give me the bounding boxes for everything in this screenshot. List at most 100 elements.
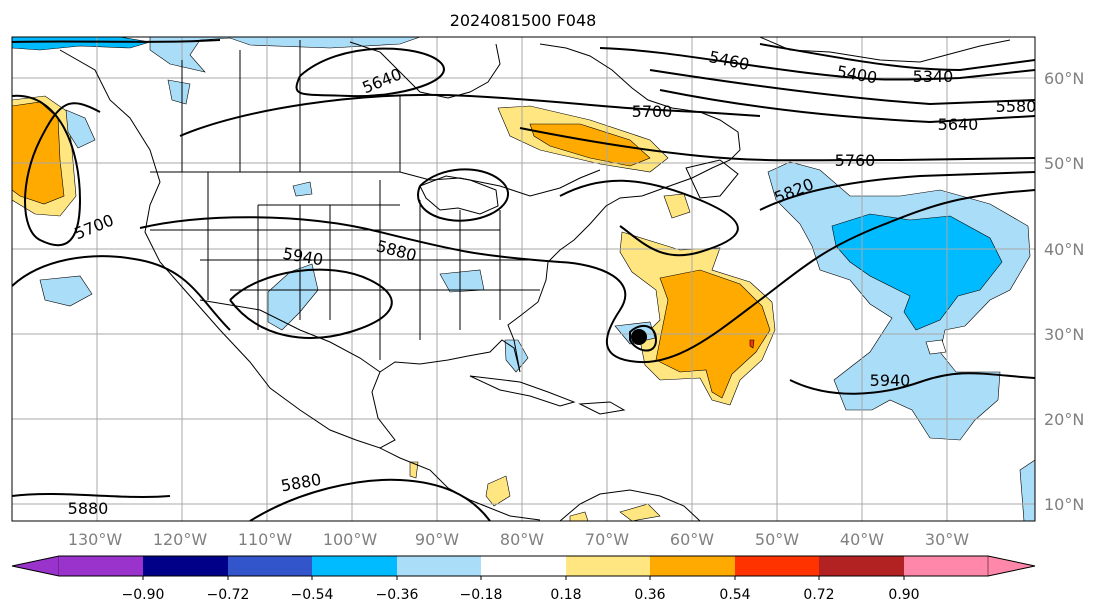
colorbar-tick-label: −0.72 (207, 587, 250, 603)
colorbar: −0.90 −0.72 −0.54 −0.36 −0.18 0.18 0.36 … (11, 555, 1036, 603)
lat-label: 20°N (1044, 410, 1084, 429)
map-title: 2024081500 F048 (450, 11, 597, 30)
contour-5940-west (229, 268, 393, 339)
border-us-canada (150, 169, 601, 197)
lat-label: 40°N (1044, 240, 1084, 259)
colorbar-tick-label: 0.90 (888, 587, 919, 603)
border-canada-prov (181, 40, 401, 172)
colorbar-segment (481, 556, 566, 576)
contour-5700-north (179, 93, 761, 137)
colorbar-tick-label: 0.36 (634, 587, 665, 603)
contour-label: 5580 (996, 97, 1037, 116)
lon-label: 60°W (670, 530, 714, 549)
lat-label: 30°N (1044, 325, 1084, 344)
contour-5640-nw (12, 39, 221, 43)
lat-label: 50°N (1044, 154, 1084, 173)
shade-blue-atlantic (831, 213, 1003, 331)
shade-white-hole (925, 339, 947, 355)
border-states-1 (207, 172, 501, 360)
lon-label: 100°W (323, 530, 378, 549)
contour-5880-north (139, 189, 1035, 364)
lon-label: 40°W (840, 530, 884, 549)
border-states-2 (150, 204, 540, 291)
contour-label: 5940 (870, 371, 911, 390)
colorbar-segment (228, 556, 313, 576)
contour-5760 (519, 127, 1035, 162)
colorbar-tick-label: −0.36 (376, 587, 419, 603)
colorbar-tick-label: −0.90 (122, 587, 165, 603)
shade-yellow-tropics1 (409, 461, 419, 479)
border-us-mexico (199, 299, 381, 373)
colorbar-ticks (142, 576, 905, 580)
contour-5580 (649, 69, 1035, 106)
lon-label: 30°W (925, 530, 969, 549)
shade-lightblue-pacific (39, 275, 93, 307)
coast-cuba (469, 375, 576, 407)
contour-5640-west (295, 47, 445, 98)
colorbar-segment (143, 556, 228, 576)
colorbar-segment (566, 556, 651, 576)
shade-yellow-nova (663, 193, 691, 219)
height-contours (12, 39, 1035, 521)
shade-orange-westcoast (12, 101, 65, 205)
longitude-axis: 130°W 120°W 110°W 100°W 90°W 80°W 70°W 6… (68, 530, 969, 549)
colorbar-outline (11, 555, 1036, 577)
coast-south-america (559, 489, 701, 521)
colorbar-tick-label: −0.54 (291, 587, 334, 603)
hurricane-center-marker (631, 329, 647, 345)
colorbar-tick-label: −0.18 (460, 587, 503, 603)
coast-north-america (59, 43, 741, 449)
shade-yellow-tropics2 (485, 475, 511, 507)
colorbar-segment (819, 556, 904, 576)
colorbar-segment (987, 555, 1036, 577)
anomaly-shading (12, 37, 1035, 521)
coast-great-lakes (419, 175, 499, 215)
contour-5880-west (12, 255, 231, 331)
lat-label: 60°N (1044, 69, 1084, 88)
contour-label: 5340 (913, 67, 954, 86)
colorbar-segment (59, 556, 144, 576)
shade-red-spot (749, 339, 755, 349)
colorbar-segment (397, 556, 482, 576)
contour-label: 5880 (68, 499, 109, 518)
colorbar-tick-label: 0.72 (803, 587, 834, 603)
lat-label: 10°N (1044, 495, 1084, 514)
lon-label: 50°W (755, 530, 799, 549)
colorbar-tick-label: 0.54 (719, 587, 750, 603)
lon-label: 110°W (238, 530, 293, 549)
coast-hudson-bay (349, 41, 501, 99)
contour-5700-west (12, 94, 101, 247)
shade-yellow-tropics3 (619, 503, 661, 521)
colorbar-segment (735, 556, 820, 576)
contour-label: 5640 (938, 115, 979, 134)
shade-yellow-tropics4 (569, 511, 589, 521)
contour-5820-great-lakes (417, 168, 510, 222)
colorbar-segment (11, 555, 60, 577)
contour-5820 (559, 171, 1035, 257)
lon-label: 120°W (153, 530, 208, 549)
shade-lightblue-nwcoast (65, 109, 96, 149)
contour-5880-south (249, 478, 491, 521)
contour-5640-east (659, 89, 1035, 124)
contour-5940-atlantic (789, 372, 1035, 395)
coast-hispaniola (578, 401, 626, 415)
lon-label: 90°W (415, 530, 459, 549)
colorbar-segment (312, 556, 397, 576)
contour-hurricane (629, 324, 658, 352)
contour-5880-south-west (12, 493, 171, 498)
map-frame (11, 36, 1036, 522)
map-area: 5640 5460 5400 5340 5580 5640 5700 5760 … (12, 37, 1037, 521)
lon-label: 80°W (500, 530, 544, 549)
contour-5340 (759, 43, 1035, 72)
colorbar-segment (904, 556, 988, 576)
latitude-axis: 60°N 50°N 40°N 30°N 20°N 10°N (1044, 69, 1084, 514)
coast-newfoundland (685, 159, 739, 199)
colorbar-tick-label: 0.18 (550, 587, 581, 603)
shade-blue-topleft (12, 37, 151, 51)
colorbar-segment (650, 556, 735, 576)
shade-lightblue-north (292, 181, 313, 197)
contour-label: 5760 (835, 151, 876, 170)
lon-label: 70°W (585, 530, 629, 549)
shade-orange-quebec (529, 123, 651, 167)
